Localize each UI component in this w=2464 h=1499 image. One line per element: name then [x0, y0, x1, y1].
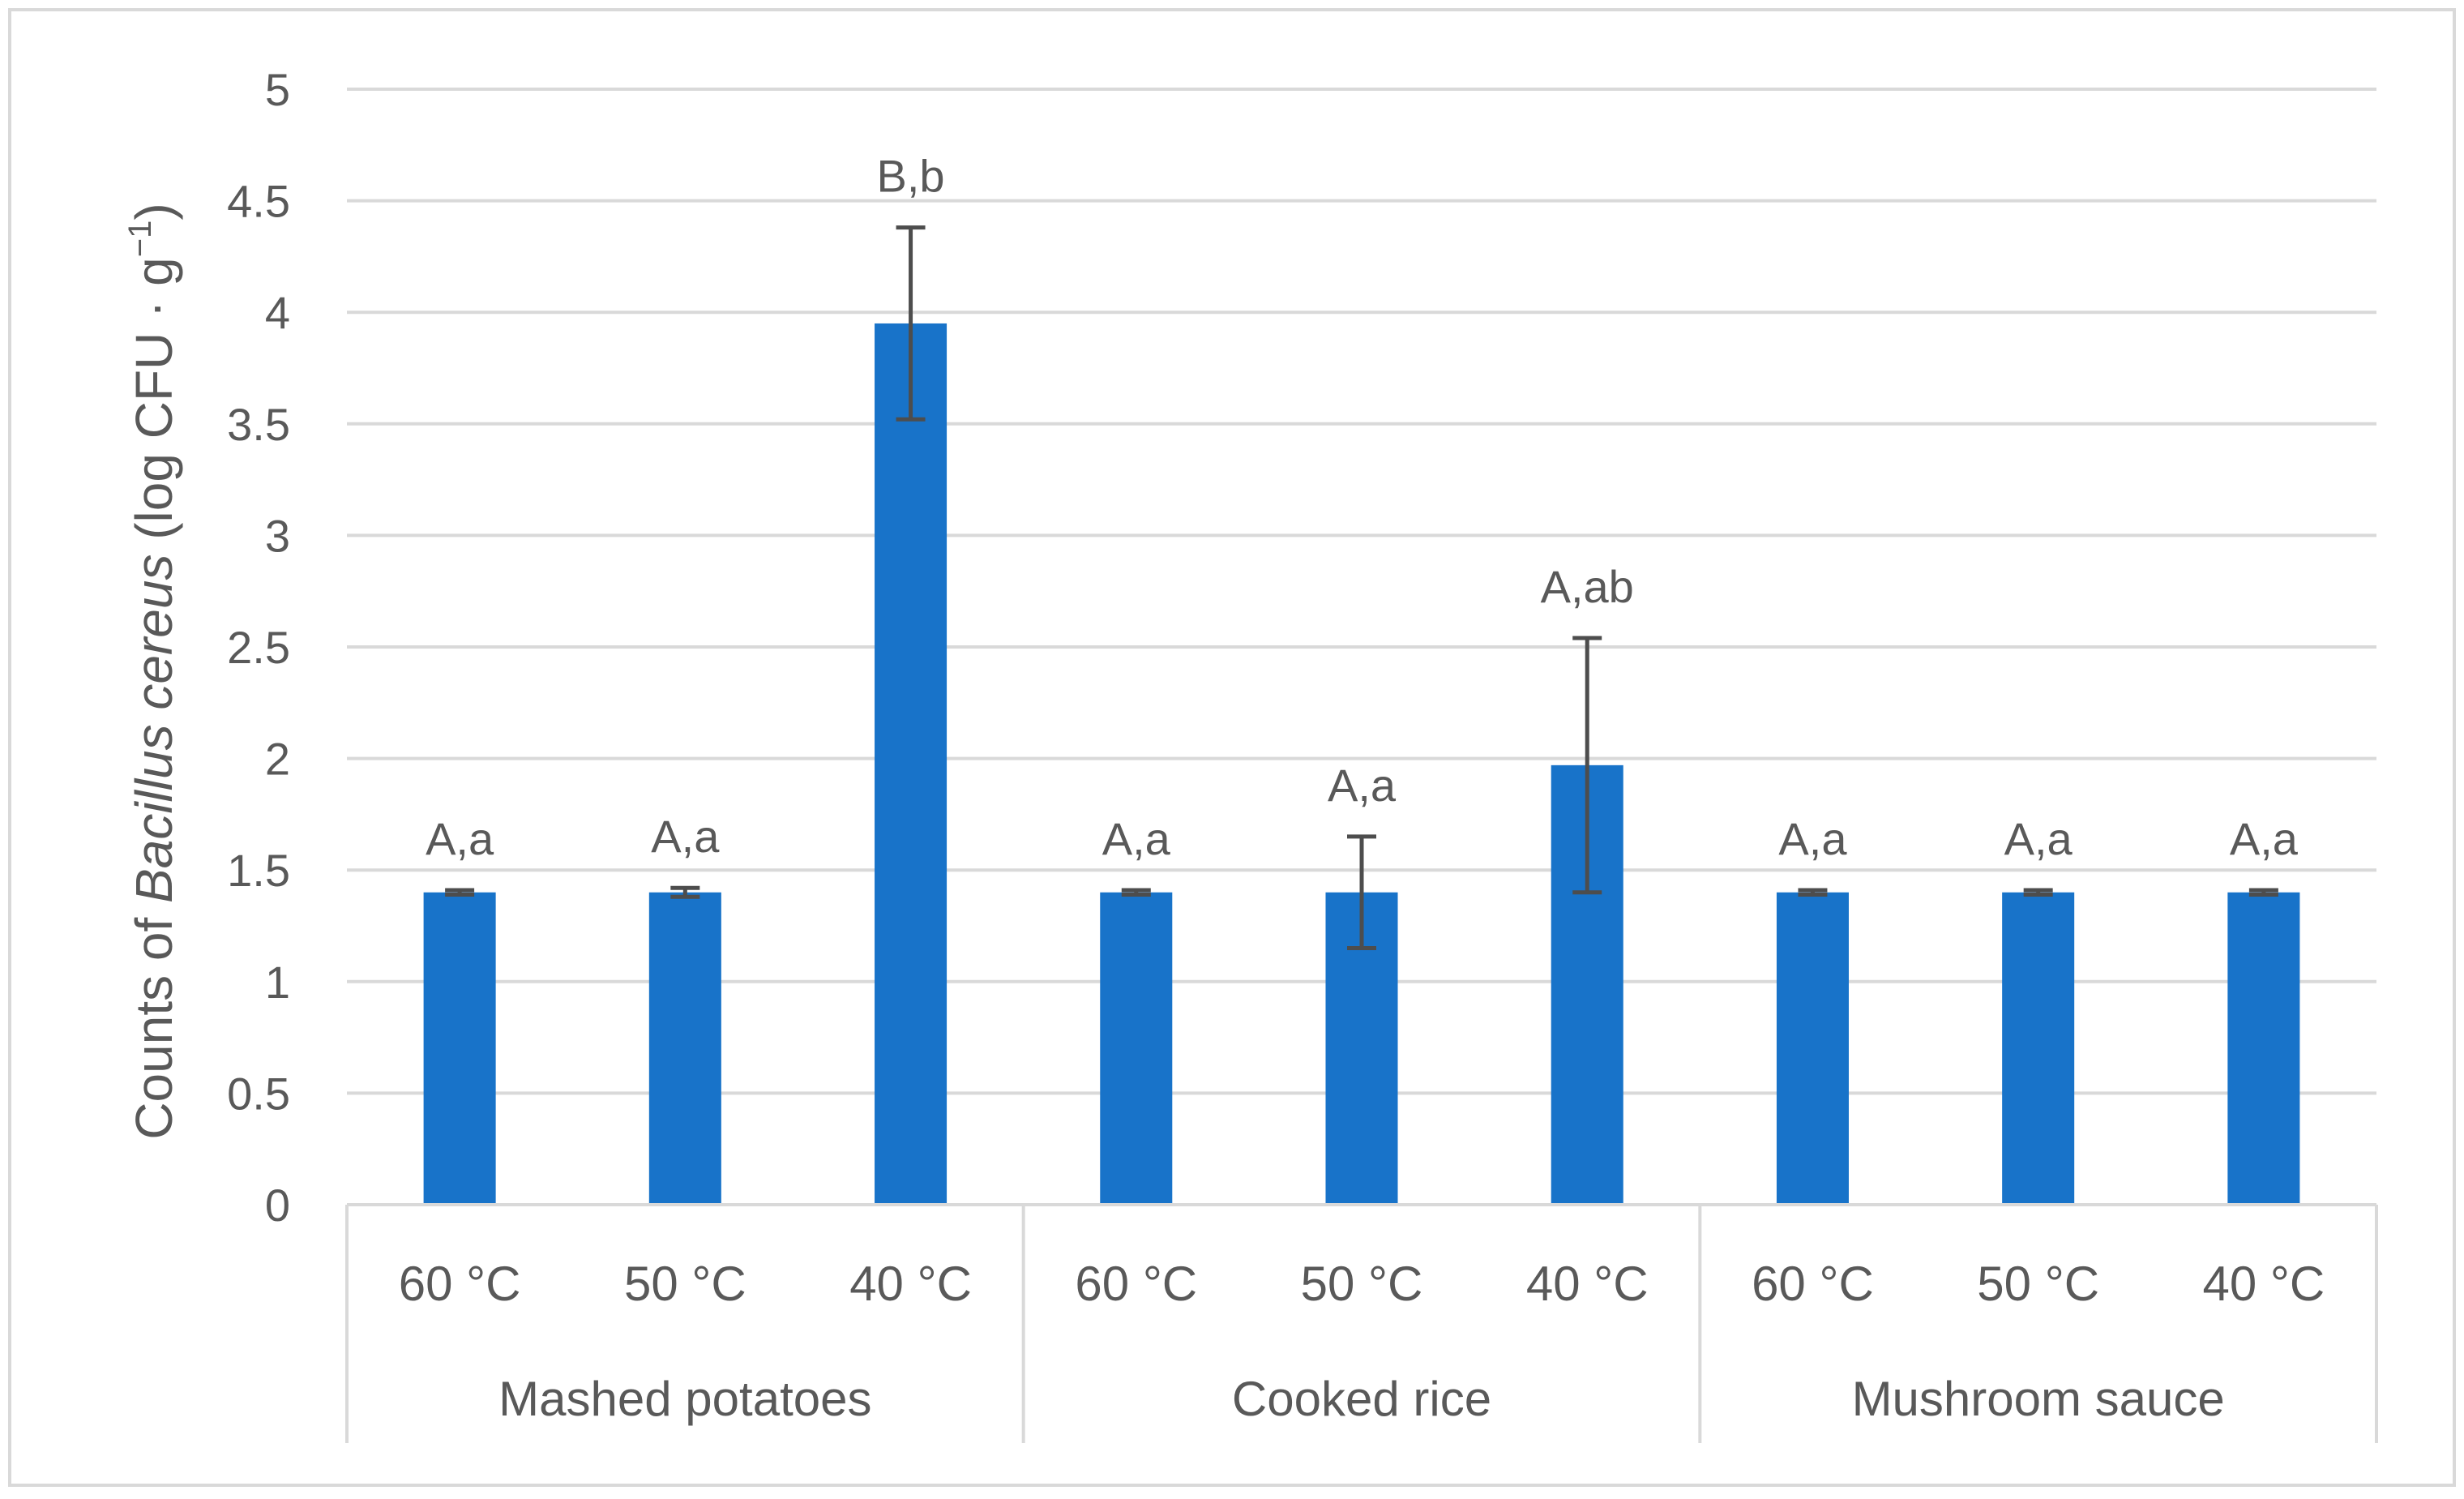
chart-border [8, 8, 2456, 1487]
x-tick-label: 50 °C [1977, 1257, 2099, 1311]
bar [1100, 892, 1173, 1205]
x-tick-label: 40 °C [2203, 1257, 2325, 1311]
bar [648, 892, 721, 1205]
x-tick-label: 60 °C [399, 1257, 521, 1311]
x-tick-label: 50 °C [624, 1257, 746, 1311]
y-tick-labels: 0 0.5 1 1.5 2 2.5 3 3.5 4 4.5 5 [227, 64, 290, 1231]
y-tick-label: 2.5 [227, 622, 290, 673]
x-axis: 60 °C 50 °C 40 °C Mashed potatoes 60 °C 50 °C… [345, 1203, 2378, 1443]
bar [2002, 892, 2075, 1205]
y-tick-label: 3 [265, 510, 290, 561]
y-tick-label: 3.5 [227, 399, 290, 450]
significance-label: A,a [1778, 813, 1847, 864]
bars [423, 323, 2300, 1206]
y-tick-label: 4 [265, 287, 290, 338]
significance-label: B,b [877, 151, 945, 202]
x-tick-label: 60 °C [1075, 1257, 1197, 1311]
y-tick-label: 1 [265, 957, 290, 1008]
x-tick-label: 60 °C [1752, 1257, 1874, 1311]
y-tick-label: 1.5 [227, 845, 290, 896]
y-tick-label: 4.5 [227, 176, 290, 227]
bar [2227, 892, 2300, 1205]
significance-label: A,a [1102, 813, 1171, 864]
significance-label: A,a [651, 811, 720, 862]
significance-labels: A,a A,a B,b A,a A,a A,ab A,a A,a A,a [426, 151, 2299, 864]
x-tick-label: 40 °C [849, 1257, 972, 1311]
bar [875, 323, 948, 1206]
significance-label: A,ab [1541, 561, 1634, 612]
x-group-label: Mushroom sauce [1852, 1372, 2225, 1426]
x-group-label: Cooked rice [1232, 1372, 1491, 1426]
y-tick-label: 0 [265, 1180, 290, 1231]
significance-label: A,a [2004, 813, 2073, 864]
y-axis-title-prefix: Counts of [125, 903, 183, 1140]
x-tick-label: 40 °C [1526, 1257, 1649, 1311]
error-bars [445, 225, 2278, 951]
x-group-label: Mashed potatoes [498, 1372, 871, 1426]
y-axis-title: Counts of Bacillus cereus (log CFU · g−1… [122, 203, 183, 1139]
y-tick-label: 5 [265, 64, 290, 115]
bar [1776, 892, 1849, 1205]
significance-label: A,a [1328, 760, 1397, 811]
y-axis-title-exponent: −1 [122, 221, 158, 258]
y-tick-label: 0.5 [227, 1068, 290, 1119]
y-axis-title-unit: (log CFU · g [125, 257, 183, 554]
bar [423, 892, 496, 1205]
y-axis-title-italic: Bacillus cereus [125, 555, 183, 903]
x-tick-label: 50 °C [1301, 1257, 1423, 1311]
significance-label: A,a [426, 813, 494, 864]
significance-label: A,a [2230, 813, 2299, 864]
y-axis-title-close: ) [125, 203, 183, 220]
y-tick-label: 2 [265, 734, 290, 785]
